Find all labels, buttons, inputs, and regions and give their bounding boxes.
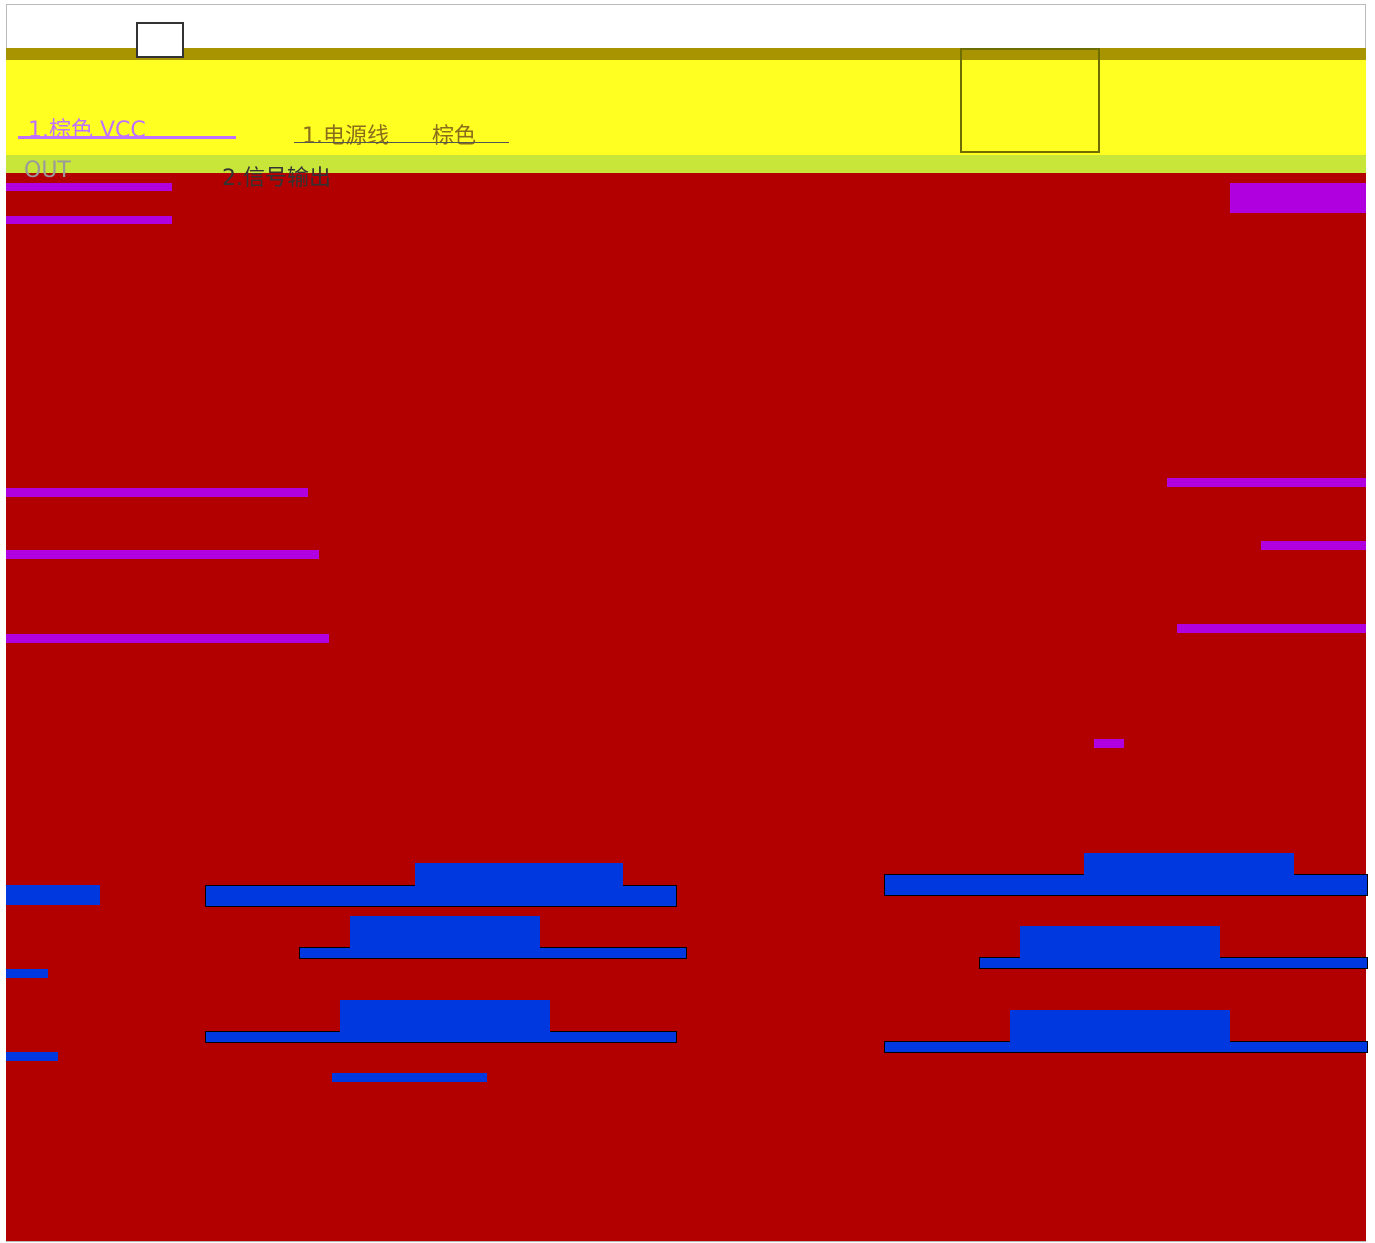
blue-bar	[299, 947, 687, 959]
purple-bar	[1094, 739, 1124, 748]
blue-bar	[205, 1031, 677, 1043]
blue-bar	[884, 1041, 1368, 1053]
yellow-band	[6, 60, 1366, 155]
underline	[294, 142, 509, 143]
purple-bar	[1230, 183, 1366, 213]
purple-bar	[6, 550, 319, 559]
strip	[6, 155, 1366, 173]
blue-bar	[1084, 853, 1294, 875]
blue-bar	[415, 863, 623, 887]
connector-box	[136, 22, 184, 58]
label: 棕色	[432, 124, 477, 149]
purple-bar	[1167, 478, 1366, 487]
purple-bar	[6, 634, 329, 643]
blue-bar	[884, 874, 1368, 896]
blue-bar	[6, 969, 48, 978]
label: 2.信号输出	[222, 166, 331, 191]
blue-bar	[332, 1073, 487, 1082]
blue-bar	[979, 957, 1368, 969]
purple-bar	[1261, 541, 1366, 550]
label: OUT	[24, 158, 71, 183]
purple-bar	[1177, 624, 1366, 633]
purple-bar	[6, 488, 308, 497]
label: 1.棕色 VCC	[28, 118, 146, 143]
device-box	[960, 48, 1100, 153]
label: 1.电源线	[302, 124, 389, 149]
purple-bar	[6, 216, 172, 224]
blue-bar	[350, 916, 540, 948]
top-band	[6, 48, 1366, 60]
blue-bar	[205, 885, 677, 907]
blue-bar	[1010, 1010, 1230, 1042]
underline	[18, 136, 236, 139]
purple-bar	[6, 183, 172, 191]
blue-bar	[6, 1052, 58, 1061]
blue-bar	[6, 885, 100, 905]
blue-bar	[340, 1000, 550, 1032]
main-area	[6, 173, 1366, 1241]
blue-bar	[1020, 926, 1220, 958]
